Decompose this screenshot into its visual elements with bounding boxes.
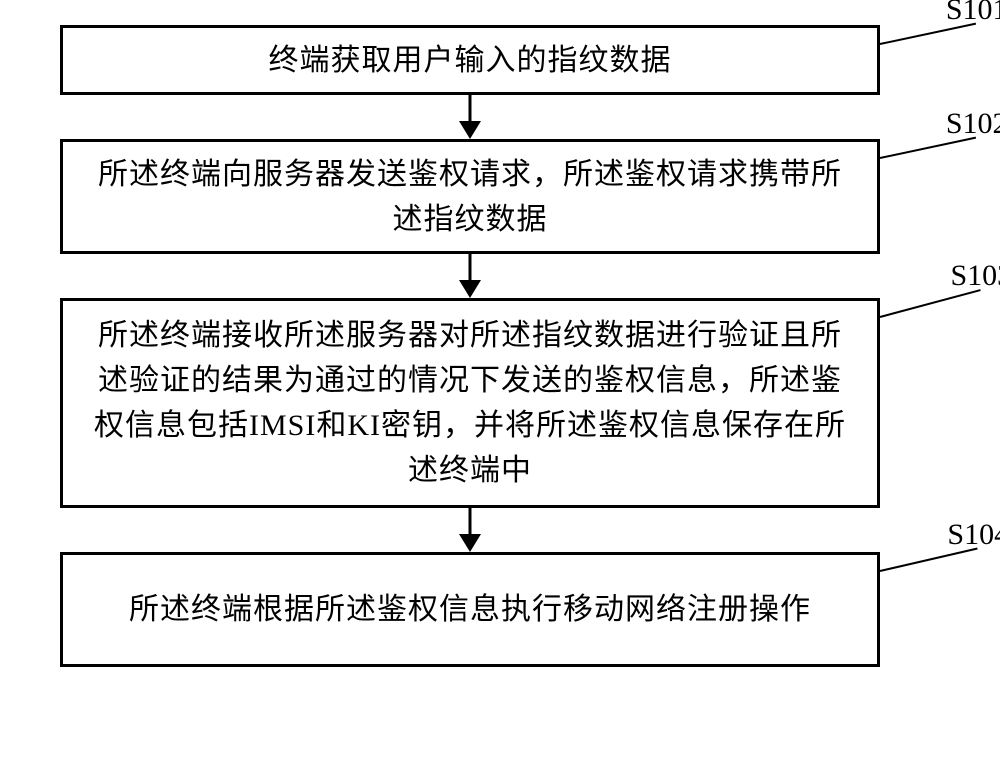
- arrow-head-icon: [459, 121, 481, 139]
- step-label: S103: [950, 259, 1000, 293]
- flowchart-canvas: 终端获取用户输入的指纹数据S101所述终端向服务器发送鉴权请求，所述鉴权请求携带…: [60, 25, 940, 667]
- step-label: S104: [947, 518, 1000, 552]
- flow-step: 终端获取用户输入的指纹数据: [60, 25, 940, 95]
- flow-step: 所述终端根据所述鉴权信息执行移动网络注册操作: [60, 552, 940, 667]
- flow-box-text: 所述终端向服务器发送鉴权请求，所述鉴权请求携带所述指纹数据: [93, 152, 847, 242]
- arrow-head-icon: [459, 280, 481, 298]
- flow-box: 终端获取用户输入的指纹数据: [60, 25, 880, 95]
- flow-arrow: [60, 95, 880, 139]
- flow-arrow: [60, 254, 880, 298]
- flow-arrow: [60, 508, 880, 552]
- flow-box: 所述终端根据所述鉴权信息执行移动网络注册操作: [60, 552, 880, 667]
- flow-box: 所述终端向服务器发送鉴权请求，所述鉴权请求携带所述指纹数据: [60, 139, 880, 254]
- flow-step: 所述终端向服务器发送鉴权请求，所述鉴权请求携带所述指纹数据: [60, 139, 940, 254]
- step-label: S101: [946, 0, 1000, 27]
- step-label: S102: [946, 107, 1000, 141]
- flow-box: 所述终端接收所述服务器对所述指纹数据进行验证且所述验证的结果为通过的情况下发送的…: [60, 298, 880, 508]
- flow-box-text: 所述终端接收所述服务器对所述指纹数据进行验证且所述验证的结果为通过的情况下发送的…: [93, 313, 847, 493]
- flow-step: 所述终端接收所述服务器对所述指纹数据进行验证且所述验证的结果为通过的情况下发送的…: [60, 298, 940, 508]
- arrow-head-icon: [459, 534, 481, 552]
- flow-box-text: 终端获取用户输入的指纹数据: [269, 38, 672, 83]
- flow-box-text: 所述终端根据所述鉴权信息执行移动网络注册操作: [129, 587, 811, 632]
